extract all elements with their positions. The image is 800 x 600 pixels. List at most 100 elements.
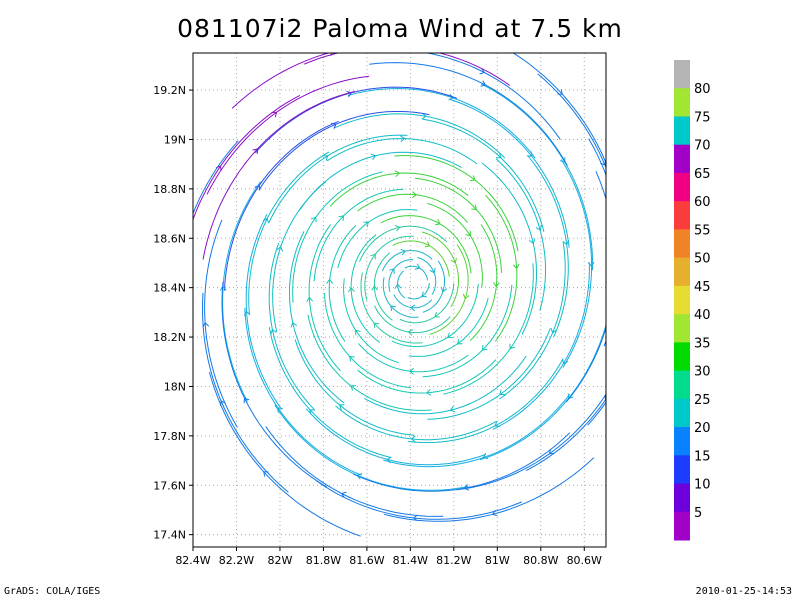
colorbar-swatch <box>674 398 690 428</box>
streamline <box>448 98 570 248</box>
streamline-arrow <box>482 453 489 460</box>
colorbar-label: 25 <box>694 393 711 408</box>
streamline-arrow <box>456 338 463 345</box>
streamline-arrow <box>512 263 520 270</box>
colorbar-swatch <box>674 201 690 230</box>
streamline <box>268 327 392 458</box>
streamline-arrow <box>243 397 250 404</box>
y-axis-ticks: 19.2N 19N 18.8N 18.6N 18.4N 18.2N 18N 17.8N 17.6… <box>153 84 193 542</box>
y-tick-label: 18.8N <box>153 183 186 196</box>
colorbar-label: 20 <box>694 421 711 436</box>
streamline-arrow <box>252 148 259 154</box>
streamline-arrow <box>276 245 284 252</box>
streamline <box>422 118 545 232</box>
streamline-arrow <box>535 225 542 231</box>
colorbar-swatch <box>674 342 690 372</box>
x-tick-label: 82W <box>268 554 293 567</box>
streamline-arrow <box>429 267 436 274</box>
streamline-arrow <box>370 153 377 160</box>
streamline-arrow <box>373 322 380 329</box>
streamline-arrow <box>550 327 557 334</box>
streamline <box>231 53 331 109</box>
colorbar-swatch <box>674 88 690 117</box>
streamline-arrow <box>408 367 415 375</box>
y-tick-label: 17.6N <box>153 479 186 492</box>
streamline-arrow <box>509 343 516 350</box>
streamline <box>245 214 283 410</box>
colorbar-swatch <box>674 144 690 174</box>
streamline-arrow <box>390 305 396 312</box>
streamline-arrow <box>421 291 427 298</box>
colorbar-swatch <box>674 427 690 456</box>
streamline-arrow <box>491 509 498 517</box>
footer-credit: GrADS: COLA/IGES <box>4 586 101 597</box>
streamline-arrow <box>450 257 457 264</box>
x-tick-label: 81W <box>485 554 510 567</box>
chart-title: 081107i2 Paloma Wind at 7.5 km <box>177 14 623 43</box>
streamline-arrow <box>434 311 440 318</box>
streamline <box>587 401 606 426</box>
colorbar-swatch <box>674 229 690 259</box>
streamline-arrow <box>394 170 401 177</box>
colorbar-swatch <box>674 172 690 202</box>
x-axis-ticks: 82.4W 82.2W 82W 81.8W 81.6W 81.4W 81.2W 81W 80.8… <box>175 547 602 567</box>
streamline <box>427 202 483 288</box>
colorbar-label: 50 <box>694 252 711 267</box>
streamline <box>335 405 497 441</box>
streamline-arrow <box>425 389 432 396</box>
streamline-arrow <box>347 286 355 293</box>
y-tick-label: 17.8N <box>153 430 186 443</box>
streamline-arrow <box>587 261 595 268</box>
colorbar-label: 30 <box>694 365 711 380</box>
streamline-arrow <box>462 293 470 300</box>
streamline-arrow <box>370 253 376 260</box>
y-tick-label: 18.6N <box>153 232 186 245</box>
streamline <box>429 244 469 335</box>
streamline <box>343 278 399 364</box>
streamline-arrow <box>277 407 283 413</box>
colorbar-label: 80 <box>694 82 711 97</box>
streamline <box>223 120 339 291</box>
streamline-arrow <box>400 248 407 256</box>
grid-lines <box>193 53 606 547</box>
streamline-arrow <box>363 221 370 228</box>
streamline <box>588 138 606 347</box>
y-tick-label: 18.4N <box>153 282 186 295</box>
streamline-arrow <box>350 385 356 391</box>
streamline-arrow <box>322 155 329 161</box>
streamline-arrow <box>270 328 277 335</box>
streamline-arrow <box>338 404 345 410</box>
y-tick-label: 18N <box>164 380 186 393</box>
streamline <box>204 219 238 428</box>
streamline <box>292 171 383 303</box>
streamline-arrow <box>449 406 456 413</box>
streamline <box>193 94 301 221</box>
streamline-arrow <box>617 239 623 244</box>
streamline <box>272 181 327 332</box>
colorbar: 5 10 15 20 25 30 35 40 45 50 55 60 65 70 75 80 <box>674 60 711 541</box>
streamline-arrow <box>424 241 431 248</box>
streamline <box>421 231 460 308</box>
streamline-arrow <box>394 283 402 289</box>
streamline-arrow <box>389 268 395 274</box>
streamline-arrow <box>254 184 261 191</box>
streamline-arrow <box>480 80 487 87</box>
streamline-arrow <box>440 286 448 293</box>
streamline-arrow <box>447 332 453 339</box>
streamline-arrow <box>557 89 563 95</box>
streamline-arrow <box>338 215 345 221</box>
streamline <box>326 138 478 165</box>
colorbar-label: 10 <box>694 478 711 493</box>
streamline <box>388 259 414 292</box>
colorbar-swatch <box>674 483 690 513</box>
footer-timestamp: 2010-01-25-14:53 <box>695 586 792 597</box>
streamline-arrow <box>263 471 269 477</box>
x-tick-label: 81.8W <box>306 554 341 567</box>
colorbar-label: 70 <box>694 139 711 154</box>
streamline <box>537 73 606 170</box>
streamline-arrow <box>371 285 379 291</box>
x-tick-label: 82.4W <box>175 554 210 567</box>
streamline-arrow <box>411 191 418 199</box>
streamline <box>268 134 408 224</box>
